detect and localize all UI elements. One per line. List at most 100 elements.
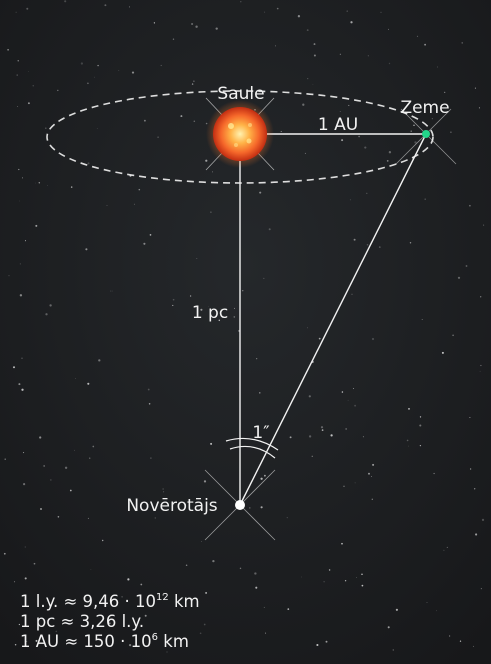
star — [240, 1, 242, 3]
star — [457, 276, 461, 279]
star — [205, 122, 208, 125]
star — [280, 131, 282, 132]
au-label: 1 AU — [318, 115, 358, 135]
star — [469, 417, 471, 418]
star — [480, 588, 482, 590]
star — [23, 483, 26, 486]
star — [325, 640, 328, 643]
earth-observer-line — [239, 133, 427, 506]
star — [410, 130, 412, 132]
star — [138, 188, 141, 191]
star — [49, 304, 52, 307]
star — [131, 71, 135, 74]
star — [469, 204, 471, 207]
star — [234, 307, 236, 309]
star — [193, 80, 195, 82]
star — [361, 584, 364, 587]
star — [74, 449, 75, 451]
star — [414, 141, 417, 144]
star — [480, 364, 482, 367]
star — [109, 622, 111, 624]
star — [27, 102, 30, 105]
star — [75, 378, 76, 379]
star — [478, 107, 480, 109]
star — [372, 463, 375, 466]
star — [265, 632, 267, 634]
star — [388, 151, 392, 154]
star — [371, 476, 373, 477]
star — [361, 573, 363, 575]
star — [345, 428, 347, 430]
star — [347, 399, 349, 401]
star — [354, 404, 357, 407]
star — [356, 576, 358, 578]
star — [364, 146, 367, 149]
star — [38, 182, 41, 184]
earth-icon — [395, 108, 457, 165]
star — [264, 474, 266, 477]
star — [469, 468, 472, 470]
star — [472, 645, 474, 647]
star — [87, 162, 90, 165]
star — [312, 83, 314, 85]
star — [301, 576, 302, 578]
star — [133, 203, 135, 205]
star — [421, 319, 423, 320]
star — [313, 54, 316, 57]
star — [474, 87, 476, 89]
star — [18, 383, 21, 386]
star — [200, 308, 203, 311]
star — [387, 626, 390, 629]
star — [45, 313, 48, 316]
star — [320, 426, 324, 429]
star — [45, 127, 47, 129]
star — [14, 643, 17, 646]
star — [55, 630, 58, 633]
star — [26, 7, 29, 10]
star — [346, 10, 348, 12]
star — [162, 488, 164, 490]
star — [371, 498, 373, 500]
star — [17, 60, 19, 62]
star — [40, 508, 42, 510]
star — [409, 242, 412, 244]
star — [144, 614, 147, 617]
angle-arc-inner — [229, 445, 276, 459]
star — [218, 319, 221, 322]
star — [307, 78, 309, 80]
star — [87, 82, 89, 85]
star — [35, 639, 38, 642]
star — [208, 306, 209, 307]
star — [87, 517, 89, 519]
star — [50, 479, 52, 481]
star — [189, 295, 192, 297]
star — [448, 635, 451, 637]
star — [441, 351, 444, 354]
star — [23, 452, 25, 454]
star — [289, 436, 292, 439]
star — [481, 518, 485, 522]
star — [297, 15, 301, 18]
star — [104, 4, 107, 7]
star — [18, 200, 20, 202]
star — [256, 358, 258, 360]
star — [249, 507, 251, 509]
star — [362, 436, 364, 438]
star — [43, 465, 45, 467]
star — [203, 480, 207, 483]
star — [479, 370, 481, 372]
legend-au-line: 1 AU ≈ 150 · 106 km — [20, 632, 189, 651]
angle-arc-outer — [225, 437, 279, 451]
star — [21, 388, 24, 391]
star — [287, 608, 290, 610]
star — [21, 357, 23, 359]
star — [14, 581, 16, 583]
star — [39, 436, 42, 439]
star — [193, 120, 196, 122]
star — [8, 275, 10, 277]
star — [16, 74, 18, 76]
star — [341, 542, 343, 545]
star — [242, 290, 244, 292]
star — [408, 445, 410, 447]
star — [339, 111, 341, 112]
